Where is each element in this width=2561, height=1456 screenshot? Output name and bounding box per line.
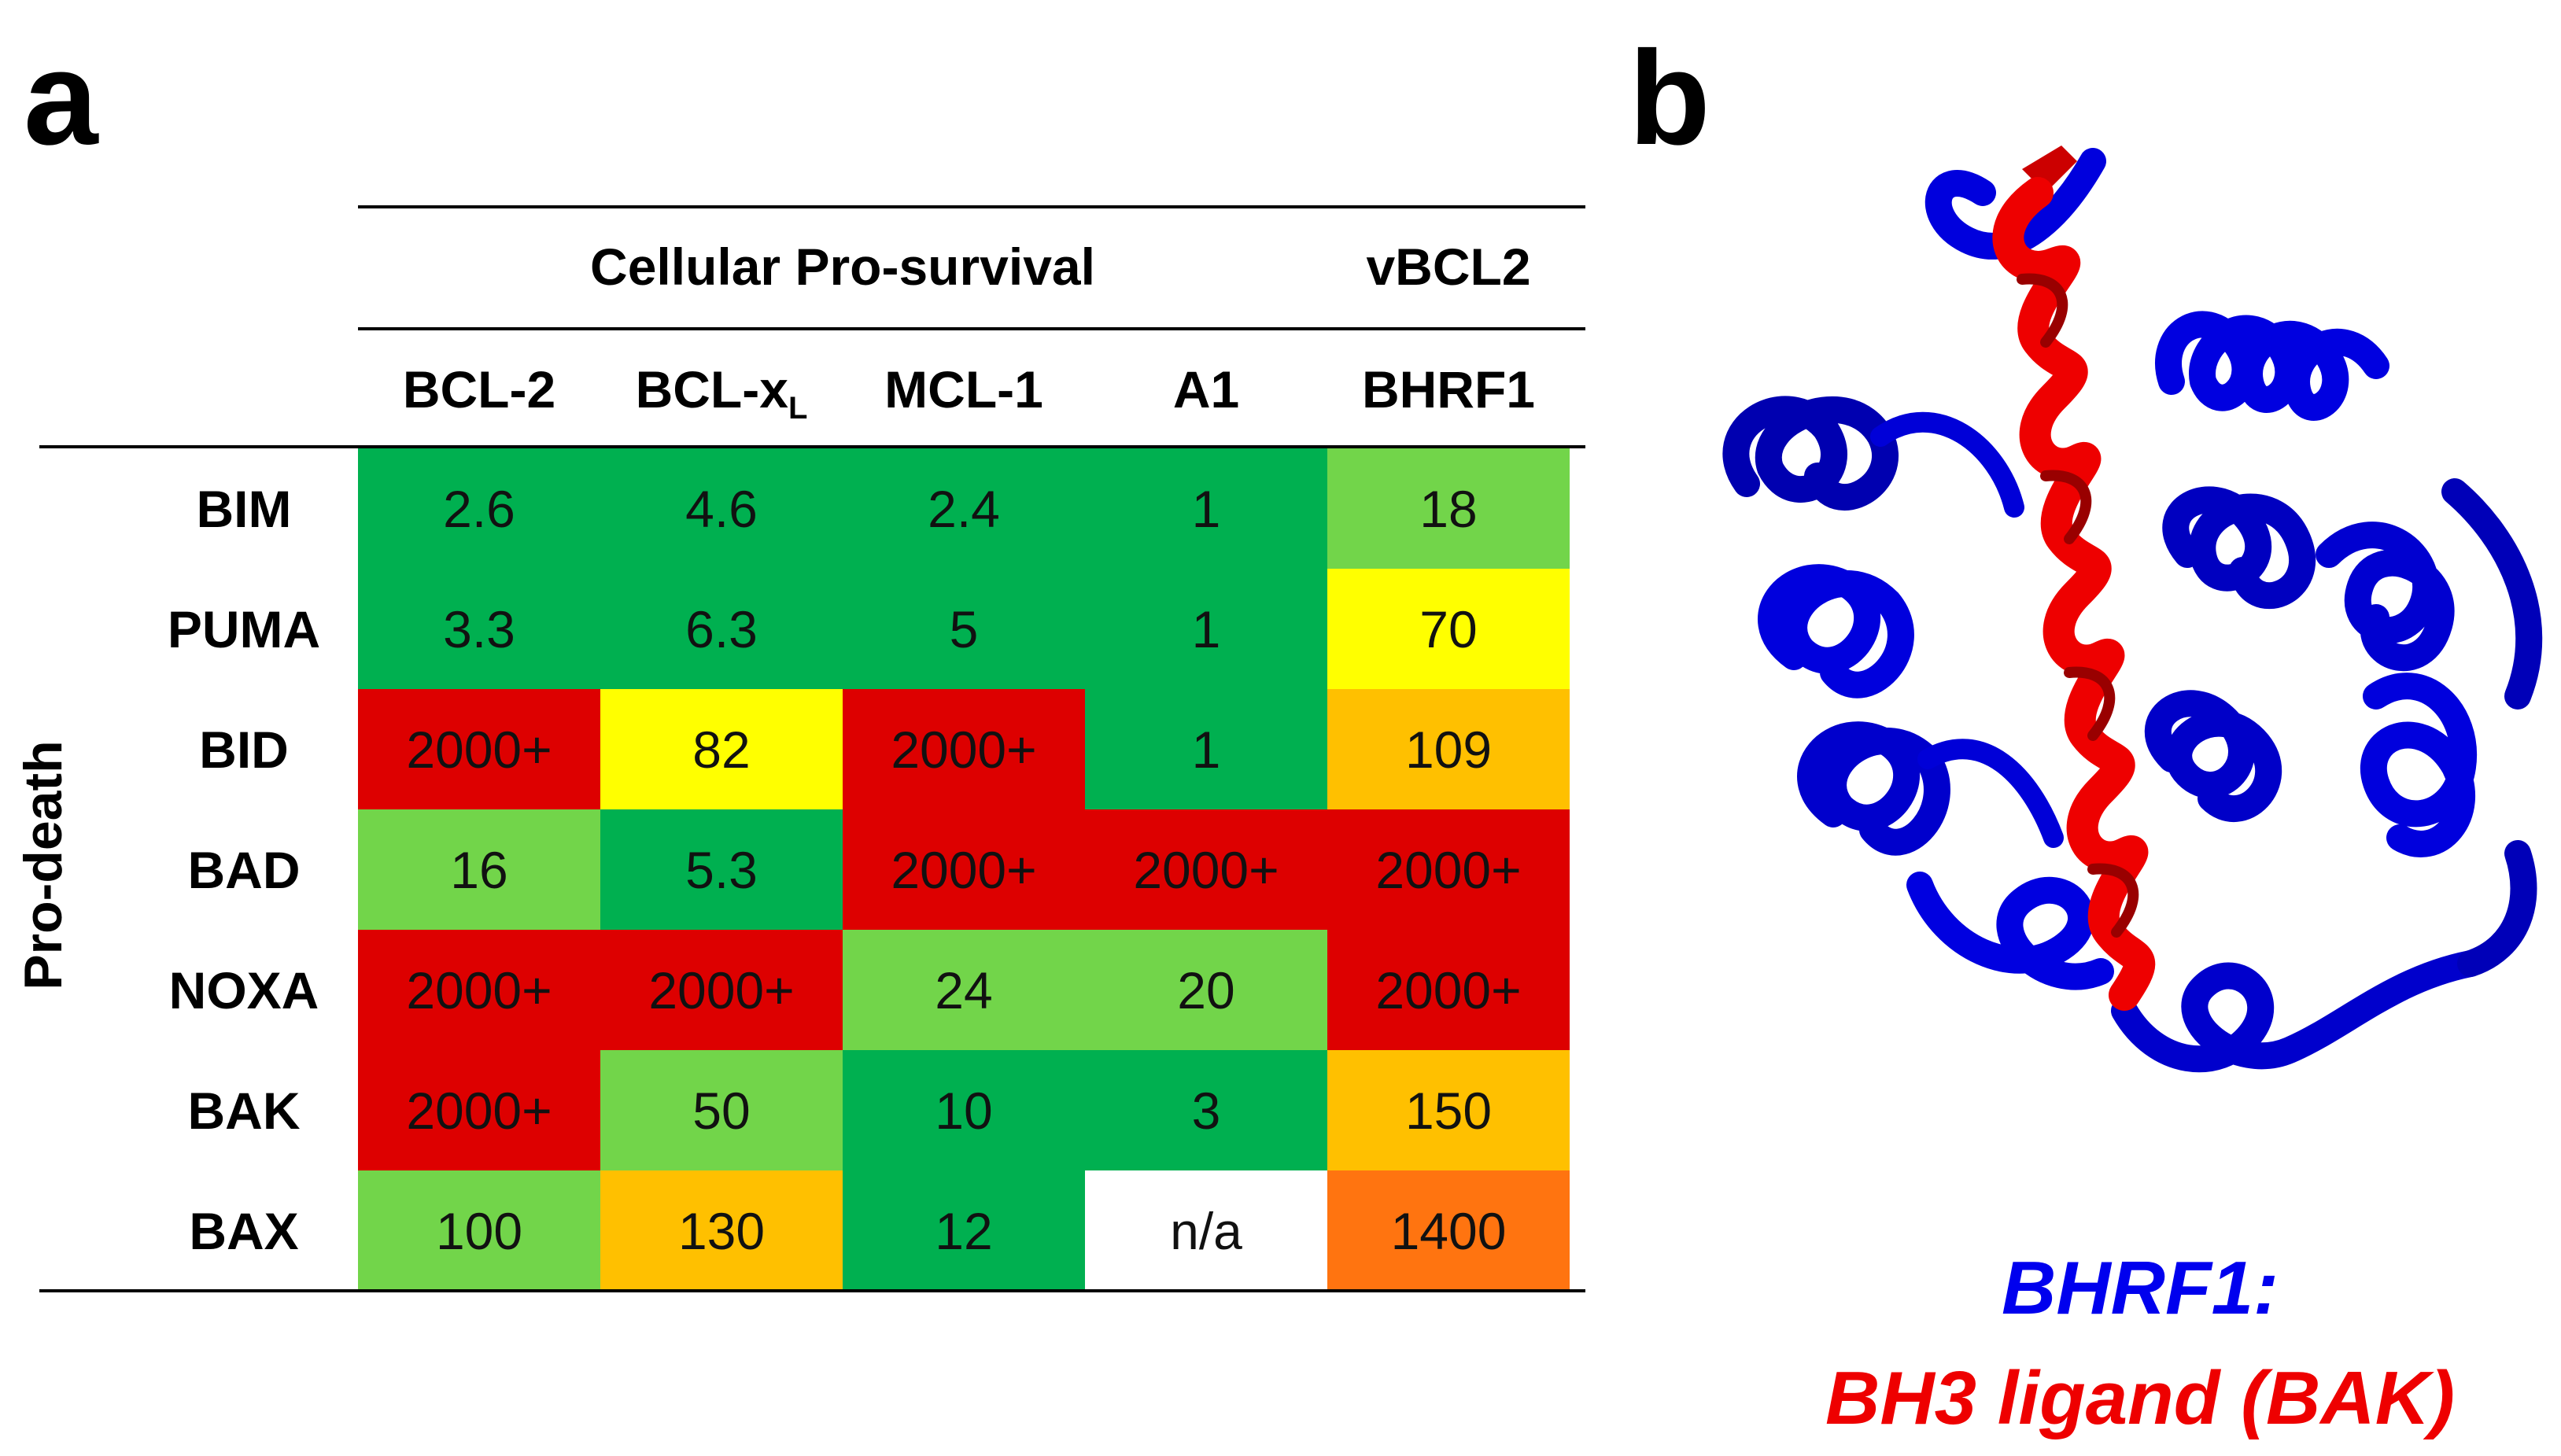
table-cell: 3.3 <box>358 569 600 689</box>
table-cell: 109 <box>1327 689 1570 809</box>
row-label-puma: PUMA <box>167 600 321 658</box>
table-cell: 70 <box>1327 569 1570 689</box>
table-cell: 150 <box>1327 1050 1570 1170</box>
table-cell: 2.4 <box>843 448 1085 569</box>
column-header-bclxl: BCL-xL <box>635 360 808 426</box>
table-cell: 24 <box>843 930 1085 1050</box>
table-cell: 1 <box>1085 448 1327 569</box>
row-label-bad: BAD <box>187 841 301 899</box>
table-cell: 2.6 <box>358 448 600 569</box>
table-cell: 12 <box>843 1170 1085 1291</box>
bhrf1-protein-ribbon <box>1722 148 2543 1073</box>
table-cell: 2000+ <box>843 809 1085 930</box>
table-cell: 1 <box>1085 569 1327 689</box>
table-cell: n/a <box>1085 1170 1327 1291</box>
table-cell: 50 <box>600 1050 843 1170</box>
panel-label-a: a <box>24 24 98 173</box>
column-header-mcl1: MCL-1 <box>884 360 1043 418</box>
row-label-bak: BAK <box>187 1082 301 1140</box>
row-label-bax: BAX <box>189 1202 299 1260</box>
column-header-a1: A1 <box>1172 360 1240 418</box>
table-cell: 82 <box>600 689 843 809</box>
table-cell: 3 <box>1085 1050 1327 1170</box>
panel-label-b: b <box>1629 24 1710 173</box>
group-header-rule <box>358 327 1585 330</box>
group-header-cellular: Cellular Pro-survival <box>590 238 1095 296</box>
table-cell: 2000+ <box>1327 930 1570 1050</box>
table-cell: 2000+ <box>358 1050 600 1170</box>
table-cell: 6.3 <box>600 569 843 689</box>
table-cell: 2000+ <box>600 930 843 1050</box>
column-header-bhrf1: BHRF1 <box>1361 360 1535 418</box>
table-cell: 20 <box>1085 930 1327 1050</box>
protein-structure-illustration <box>1722 146 2543 1073</box>
table-cell: 10 <box>843 1050 1085 1170</box>
column-header-rule <box>39 445 1585 448</box>
table-cell: 130 <box>600 1170 843 1291</box>
structure-caption-bhrf1: BHRF1: <box>2002 1246 2279 1330</box>
bh3-ligand-helix <box>1992 146 2156 1011</box>
column-header-bcl2: BCL-2 <box>402 360 556 418</box>
table-cell: 100 <box>358 1170 600 1291</box>
row-label-bid: BID <box>199 721 289 779</box>
table-cell: 2000+ <box>843 689 1085 809</box>
table-cell: 2000+ <box>358 689 600 809</box>
table-cell: 5.3 <box>600 809 843 930</box>
table-cell: 1400 <box>1327 1170 1570 1291</box>
structure-caption-bh3-ligand: BH3 ligand (BAK) <box>1825 1356 2455 1440</box>
table-cell: 18 <box>1327 448 1570 569</box>
group-header-vbcl2: vBCL2 <box>1366 238 1531 296</box>
row-label-bim: BIM <box>196 480 292 538</box>
table-cell: 5 <box>843 569 1085 689</box>
table-cell: 2000+ <box>1327 809 1570 930</box>
row-label-noxa: NOXA <box>168 961 319 1019</box>
table-cell: 16 <box>358 809 600 930</box>
table-cell: 4.6 <box>600 448 843 569</box>
table-cell: 2000+ <box>1085 809 1327 930</box>
table-bottom-rule <box>39 1289 1585 1292</box>
table-cell: 1 <box>1085 689 1327 809</box>
table-cell: 2000+ <box>358 930 600 1050</box>
table-top-rule <box>358 205 1585 208</box>
side-label-pro-death: Pro-death <box>13 740 73 990</box>
